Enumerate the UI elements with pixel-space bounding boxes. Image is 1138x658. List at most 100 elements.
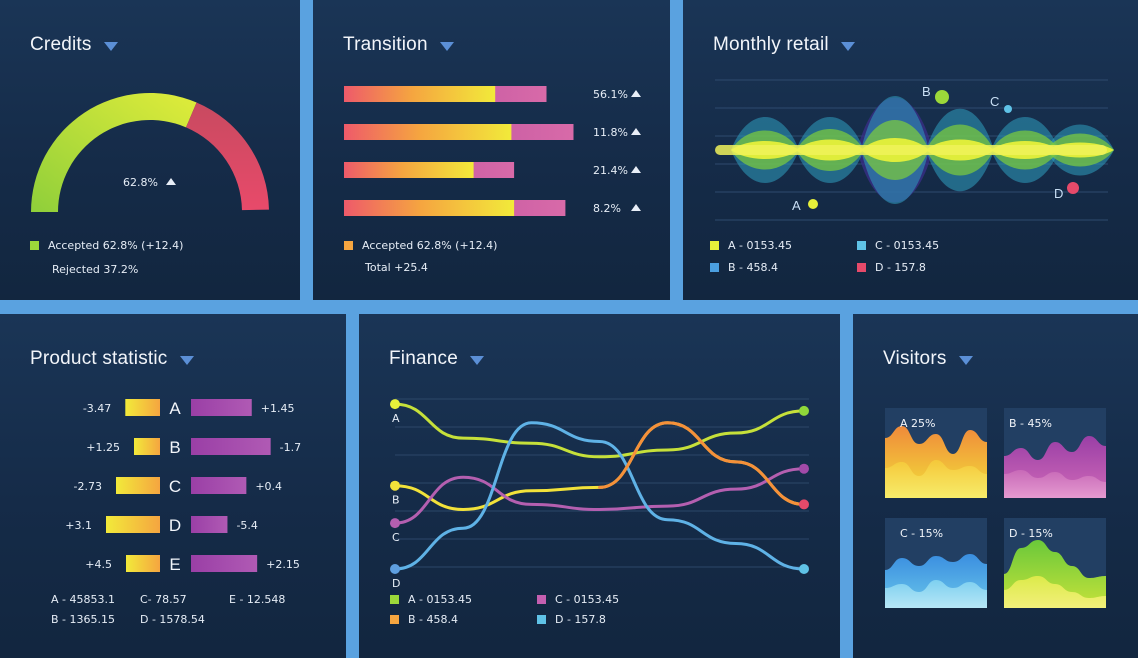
- legend-swatch: [857, 263, 866, 272]
- product-statistic-title-text: Product statistic: [30, 348, 168, 369]
- product-bar-right: [191, 399, 252, 416]
- credits-title[interactable]: Credits: [30, 34, 118, 56]
- legend-swatch: [344, 241, 353, 250]
- transition-bar-primary: [344, 86, 496, 102]
- visitor-card-label-b: B - 45%: [1009, 417, 1052, 430]
- credits-gauge: [31, 92, 269, 212]
- legend-swatch: [537, 615, 546, 624]
- finance-title[interactable]: Finance: [389, 348, 484, 370]
- visitors-title[interactable]: Visitors: [883, 348, 973, 370]
- product-bars: -3.47 +1.45 A +1.25 -1.7 B -2.73 +0.4 C +3.1 -5.4 D…: [65, 399, 301, 574]
- product-category-label: B: [169, 438, 180, 457]
- product-summary-d: D - 1578.54: [140, 613, 205, 626]
- transition-value-label: 11.8%: [593, 126, 628, 139]
- product-summary-b: B - 1365.15: [51, 613, 115, 626]
- monthly-retail-panel: Monthly retail B C A D A - 0153.45 C - 0…: [683, 0, 1138, 300]
- gauge-value: 62.8%: [123, 176, 176, 189]
- monthly-retail-chart: [715, 79, 1114, 221]
- legend-text: A - 0153.45: [408, 593, 472, 606]
- visitors-title-text: Visitors: [883, 348, 947, 369]
- finance-series-line: [393, 421, 806, 571]
- chevron-down-icon[interactable]: [470, 355, 484, 365]
- visitor-card-area: [885, 460, 987, 498]
- finance-point-end: [799, 499, 809, 510]
- legend-text: Accepted 62.8% (+12.4): [48, 239, 184, 252]
- retail-point-label-c: C: [990, 94, 1000, 109]
- transition-bar-primary: [344, 200, 515, 216]
- retail-point: [1067, 182, 1079, 194]
- legend-text: Total +25.4: [365, 261, 428, 274]
- legend-text: B - 458.4: [408, 613, 458, 626]
- legend-text: Accepted 62.8% (+12.4): [362, 239, 498, 252]
- chevron-down-icon[interactable]: [840, 41, 855, 51]
- product-bar-left: [134, 438, 160, 455]
- credits-panel: Credits 62.8% Accepted 62.8% (+12.4) Rej…: [0, 0, 300, 300]
- finance-series-label: C: [392, 531, 400, 544]
- legend-text: D - 157.8: [555, 613, 606, 626]
- finance-point-end: [799, 463, 809, 474]
- legend-text: Rejected 37.2%: [52, 263, 139, 276]
- credits-legend-accepted: Accepted 62.8% (+12.4): [30, 239, 183, 252]
- retail-legend-d: D - 157.8: [857, 261, 926, 274]
- gauge-accepted-arc: [31, 92, 197, 212]
- monthly-retail-title-text: Monthly retail: [713, 34, 829, 55]
- product-right-label: +1.45: [261, 402, 295, 415]
- visitors-panel: Visitors: [853, 314, 1138, 658]
- legend-swatch: [710, 241, 719, 250]
- transition-title[interactable]: Transition: [343, 34, 454, 56]
- product-statistic-panel: Product statistic -3.47 +1.45 A +1.25 -1.7 B -…: [0, 314, 346, 658]
- product-category-label: A: [169, 399, 181, 418]
- product-bar-right: [191, 438, 271, 455]
- legend-swatch: [710, 263, 719, 272]
- product-right-label: -5.4: [236, 519, 257, 532]
- monthly-retail-title[interactable]: Monthly retail: [713, 34, 855, 56]
- product-right-label: +2.15: [266, 558, 300, 571]
- legend-text: B - 458.4: [728, 261, 778, 274]
- retail-point: [808, 199, 818, 209]
- legend-text: C - 0153.45: [875, 239, 940, 252]
- chevron-down-icon[interactable]: [179, 355, 194, 365]
- transition-title-text: Transition: [343, 34, 428, 55]
- product-right-label: -1.7: [280, 441, 301, 454]
- visitor-card-label-d: D - 15%: [1009, 527, 1053, 540]
- product-category-label: C: [169, 477, 181, 496]
- finance-chart: A B C D: [390, 398, 809, 590]
- legend-swatch: [30, 241, 39, 250]
- finance-legend-c: C - 0153.45: [537, 593, 619, 606]
- chevron-down-icon[interactable]: [958, 355, 973, 365]
- product-bar-left: [126, 555, 160, 572]
- product-left-label: -3.47: [83, 402, 111, 415]
- chevron-down-icon[interactable]: [103, 41, 118, 51]
- retail-point-label-b: B: [922, 84, 931, 99]
- product-bar-right: [191, 516, 228, 533]
- transition-value-label: 21.4%: [593, 164, 628, 177]
- finance-series-label: B: [392, 494, 400, 507]
- product-left-label: +3.1: [65, 519, 92, 532]
- finance-series-line: [393, 467, 806, 525]
- finance-point-start: [390, 399, 400, 410]
- legend-swatch: [390, 615, 399, 624]
- arrow-up-icon: [165, 178, 176, 185]
- retail-point: [1004, 105, 1012, 113]
- product-statistic-chart: -3.47 +1.45 A +1.25 -1.7 B -2.73 +0.4 C +3.1 -5.4 D…: [65, 399, 301, 574]
- legend-swatch: [390, 595, 399, 604]
- finance-series-label: A: [392, 412, 400, 425]
- transition-bar-primary: [344, 124, 512, 140]
- chevron-down-icon[interactable]: [439, 41, 454, 51]
- finance-lines: A B C D: [390, 399, 809, 590]
- transition-panel: Transition 56.1% 11.8% 21.4% 8.2% Accepted …: [313, 0, 670, 300]
- gauge-rejected-arc: [186, 102, 269, 211]
- retail-point-label-a: A: [792, 198, 801, 213]
- finance-gridlines: [395, 398, 809, 568]
- product-left-label: +4.5: [85, 558, 112, 571]
- finance-series-line: [393, 402, 806, 459]
- product-statistic-title[interactable]: Product statistic: [30, 348, 194, 370]
- product-category-label: E: [169, 555, 180, 574]
- product-category-label: D: [169, 516, 181, 535]
- arrow-up-icon: [631, 166, 641, 173]
- finance-point-start: [390, 480, 400, 491]
- product-bar-left: [116, 477, 160, 494]
- finance-series-label: D: [392, 577, 400, 590]
- finance-legend-b: B - 458.4: [390, 613, 458, 626]
- legend-swatch: [537, 595, 546, 604]
